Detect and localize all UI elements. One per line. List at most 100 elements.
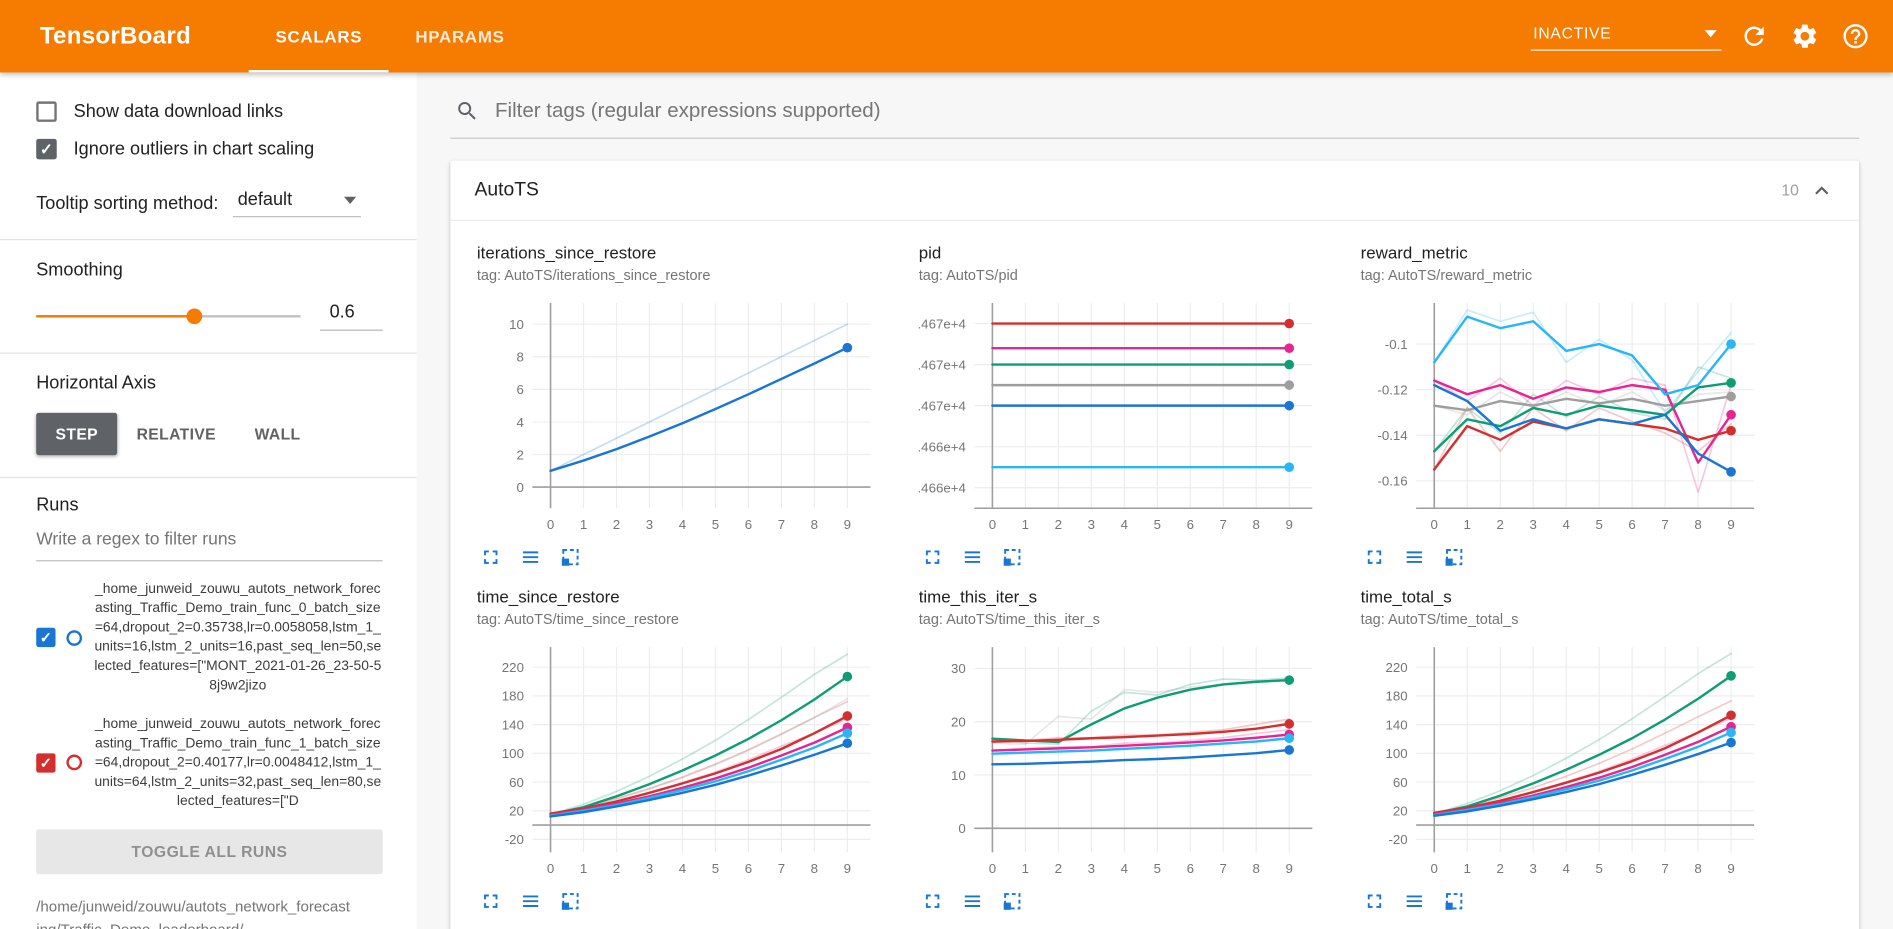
- svg-text:2: 2: [1497, 861, 1504, 876]
- expand-button[interactable]: [920, 890, 944, 914]
- svg-text:2: 2: [613, 517, 620, 532]
- settings-button[interactable]: [1780, 11, 1831, 62]
- run-filter-input[interactable]: [36, 517, 383, 562]
- wall-button[interactable]: WALL: [235, 413, 320, 455]
- tab-hparams[interactable]: HPARAMS: [415, 26, 505, 46]
- run-checkbox[interactable]: ✓: [36, 753, 56, 773]
- fit-domain-button[interactable]: [1000, 890, 1024, 914]
- horizontal-axis-label: Horizontal Axis: [36, 373, 157, 394]
- runs-menu-button[interactable]: [1402, 546, 1426, 570]
- svg-text:4: 4: [679, 517, 686, 532]
- expand-icon: [1367, 894, 1381, 908]
- svg-text:2.466e+4: 2.466e+4: [919, 481, 966, 496]
- search-icon: [458, 102, 476, 120]
- svg-text:4: 4: [679, 861, 686, 876]
- refresh-button[interactable]: [1729, 11, 1780, 62]
- chart-plot[interactable]: 0 1 2 3 4 5 6 7 8 9 2.467e+4 2.467e+4 2.467e+4 2.466e…: [919, 293, 1322, 542]
- tab-scalars[interactable]: SCALARS: [249, 0, 389, 72]
- svg-text:2.467e+4: 2.467e+4: [919, 316, 966, 331]
- svg-text:0: 0: [958, 821, 965, 836]
- runs-menu-button[interactable]: [518, 890, 542, 914]
- chart-plot[interactable]: 0 1 2 3 4 5 6 7 8 9 -20 20 60 100 140 180 220: [477, 637, 880, 886]
- runs-menu-button[interactable]: [518, 546, 542, 570]
- runs-menu-button[interactable]: [1402, 890, 1426, 914]
- svg-text:4: 4: [1562, 517, 1569, 532]
- run-item-1[interactable]: ✓ _home_junweid_zouwu_autots_network_fore…: [36, 714, 382, 811]
- header-actions: INACTIVE: [1530, 11, 1893, 62]
- svg-text:1: 1: [580, 861, 587, 876]
- relative-button[interactable]: RELATIVE: [117, 413, 235, 455]
- ignore-outliers-checkbox[interactable]: ✓: [36, 138, 57, 160]
- expand-button[interactable]: [1362, 890, 1386, 914]
- ignore-outliers-row[interactable]: ✓ Ignore outliers in chart scaling: [36, 138, 382, 160]
- chart-plot[interactable]: 0 1 2 3 4 5 6 7 8 9 0 2 4 6 8 10: [477, 293, 880, 542]
- svg-text:3: 3: [1088, 517, 1095, 532]
- svg-text:5: 5: [1595, 861, 1602, 876]
- tooltip-sort-value: default: [237, 189, 293, 211]
- tag-filter-input[interactable]: [494, 98, 1855, 124]
- chart-grid: iterations_since_restore tag: AutoTS/iter…: [450, 221, 1859, 924]
- runs-menu-icon: [964, 895, 980, 907]
- app-title: TensorBoard: [39, 22, 191, 49]
- step-button[interactable]: STEP: [36, 412, 118, 456]
- chart-title: iterations_since_restore: [476, 242, 657, 262]
- runs-menu-button[interactable]: [960, 546, 984, 570]
- run-checkbox[interactable]: ✓: [36, 628, 56, 648]
- run-name: _home_junweid_zouwu_autots_network_forec…: [94, 581, 382, 694]
- svg-text:1: 1: [1464, 861, 1471, 876]
- svg-text:9: 9: [1286, 861, 1293, 876]
- slider-thumb[interactable]: [186, 308, 203, 325]
- run-item-0[interactable]: ✓ _home_junweid_zouwu_autots_network_fore…: [36, 579, 382, 696]
- runs-menu-button[interactable]: [960, 890, 984, 914]
- smoothing-slider[interactable]: [36, 308, 301, 325]
- svg-text:9: 9: [1286, 517, 1293, 532]
- chart-actions: [919, 890, 1344, 914]
- svg-text:3: 3: [646, 861, 653, 876]
- svg-text:0: 0: [1431, 517, 1438, 532]
- collapse-button[interactable]: [1808, 177, 1835, 204]
- svg-text:0: 0: [517, 480, 524, 495]
- fit-domain-button[interactable]: [558, 546, 582, 570]
- expand-icon: [1367, 550, 1381, 564]
- svg-text:20: 20: [951, 715, 966, 730]
- chart-tag: tag: AutoTS/reward_metric: [1360, 266, 1533, 284]
- smoothing-value[interactable]: 0.6: [319, 302, 383, 331]
- svg-text:8: 8: [811, 861, 818, 876]
- tab-bar: SCALARS HPARAMS: [249, 0, 531, 72]
- help-button[interactable]: [1830, 11, 1881, 62]
- chart-plot[interactable]: 0 1 2 3 4 5 6 7 8 9 0 10 20 30: [919, 637, 1322, 886]
- fit-domain-button[interactable]: [1441, 890, 1465, 914]
- fit-domain-button[interactable]: [558, 890, 582, 914]
- chart-plot[interactable]: 0 1 2 3 4 5 6 7 8 9 -20 20 60 100 140 180 220: [1361, 637, 1764, 886]
- svg-text:7: 7: [778, 861, 785, 876]
- horizontal-axis-section: Horizontal Axis STEP RELATIVE WALL: [0, 354, 417, 479]
- fit-domain-button[interactable]: [1000, 546, 1024, 570]
- expand-button[interactable]: [478, 546, 502, 570]
- fit-domain-button[interactable]: [1441, 546, 1465, 570]
- svg-text:3: 3: [1530, 517, 1537, 532]
- expand-icon: [483, 550, 497, 564]
- expand-button[interactable]: [920, 546, 944, 570]
- settings-sidebar: Show data download links ✓ Ignore outlie…: [0, 72, 417, 929]
- show-download-links-row[interactable]: Show data download links: [36, 101, 382, 122]
- toggle-all-runs-button[interactable]: TOGGLE ALL RUNS: [36, 829, 383, 875]
- runs-menu-icon: [1406, 895, 1422, 907]
- tooltip-sort-dropdown[interactable]: default: [232, 188, 361, 218]
- chart-title: time_total_s: [1360, 586, 1452, 607]
- expand-button[interactable]: [478, 890, 502, 914]
- svg-text:6: 6: [1187, 861, 1194, 876]
- reload-status-select[interactable]: INACTIVE: [1530, 22, 1722, 51]
- run-solo-radio[interactable]: [66, 629, 83, 646]
- card-header[interactable]: AutoTS 10: [450, 161, 1860, 221]
- svg-text:4: 4: [517, 415, 524, 430]
- chart-plot[interactable]: 0 1 2 3 4 5 6 7 8 9 -0.1 -0.12 -0.14 -0.16: [1361, 293, 1764, 542]
- expand-button[interactable]: [1362, 546, 1386, 570]
- svg-text:140: 140: [1386, 717, 1408, 732]
- show-download-links-checkbox[interactable]: [36, 101, 57, 122]
- svg-text:3: 3: [646, 517, 653, 532]
- card-count: 10: [1781, 181, 1799, 200]
- run-solo-radio[interactable]: [66, 754, 83, 771]
- gear-icon: [1793, 24, 1817, 48]
- svg-text:220: 220: [1386, 660, 1408, 675]
- chart-actions: [919, 546, 1344, 570]
